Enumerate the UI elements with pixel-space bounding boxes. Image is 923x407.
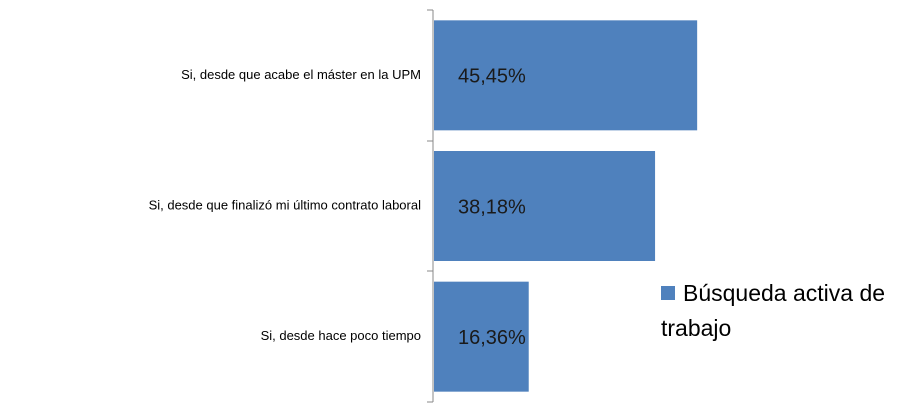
legend-label: Búsqueda activa de trabajo xyxy=(661,280,886,341)
value-label: 45,45% xyxy=(458,66,526,88)
legend-swatch xyxy=(661,286,675,300)
category-label: Si, desde que finalizó mi último contrat… xyxy=(149,197,422,212)
value-label: 38,18% xyxy=(458,196,526,218)
bar xyxy=(434,151,656,261)
value-label: 16,36% xyxy=(458,327,526,349)
bar xyxy=(434,281,529,392)
legend: Búsqueda activa de trabajo xyxy=(661,276,923,346)
category-label: Si, desde que acabe el máster en la UPM xyxy=(181,67,421,82)
bar xyxy=(434,20,698,131)
category-label: Si, desde hace poco tiempo xyxy=(261,328,421,343)
